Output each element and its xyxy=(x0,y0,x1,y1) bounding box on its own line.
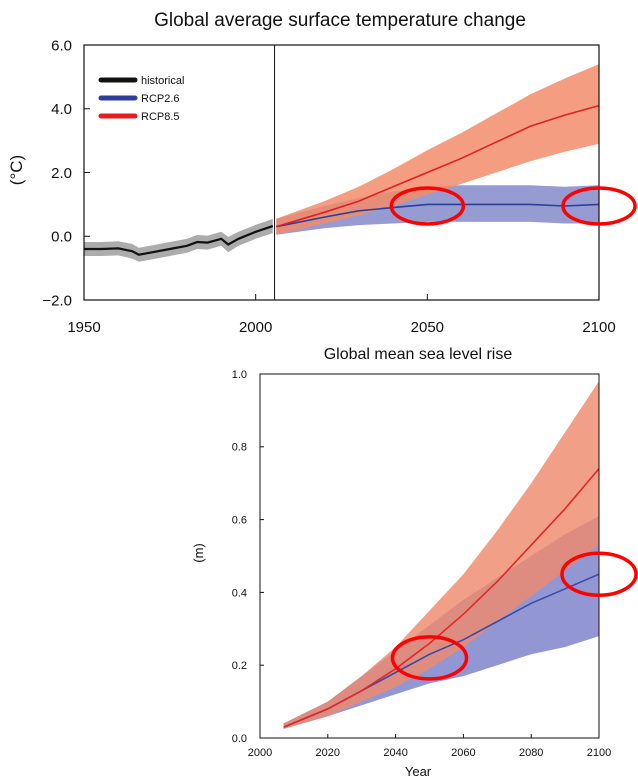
sea-level-x-label: Year xyxy=(405,764,432,779)
highlight-ellipse xyxy=(560,551,638,597)
sea-level-y-label: (m) xyxy=(191,543,206,563)
y-tick-label: 1.0 xyxy=(232,369,247,381)
x-tick-label: 2000 xyxy=(239,319,272,336)
line-series-2 xyxy=(283,468,600,728)
temperature-highlights xyxy=(389,186,637,226)
band-historical xyxy=(84,219,273,262)
sea-level-bands xyxy=(283,381,599,729)
sea-level-highlights xyxy=(390,551,638,681)
y-tick-label: 0.4 xyxy=(232,587,247,599)
legend-label: historical xyxy=(141,75,184,87)
x-tick-label: 2100 xyxy=(582,319,615,336)
temperature-y-ticks: 6.0 4.0 2.0 0.0 −2.0 xyxy=(42,37,90,309)
highlight-ellipse xyxy=(390,635,469,681)
x-tick-label: 1950 xyxy=(67,319,100,336)
temperature-x-ticks: 1950 2000 2050 2100 xyxy=(67,294,616,336)
y-tick-label: 0.0 xyxy=(232,733,247,745)
sea-level-plot-frame xyxy=(259,373,600,739)
y-tick-label: 0.2 xyxy=(232,660,247,672)
y-tick-label: 2.0 xyxy=(51,165,72,182)
y-tick-label: 0.6 xyxy=(232,514,247,526)
y-tick-label: 0.0 xyxy=(51,229,72,246)
highlight-ellipse xyxy=(561,186,637,226)
temperature-y-label: (°C) xyxy=(7,155,26,185)
y-tick-label: 4.0 xyxy=(51,101,72,118)
y-tick-label: 0.8 xyxy=(232,442,247,454)
temperature-legend: historical RCP2.6 RCP8.5 xyxy=(98,75,184,123)
line-rcp2-6 xyxy=(276,203,600,228)
x-tick-label: 2020 xyxy=(316,747,340,759)
y-tick-label: −2.0 xyxy=(42,292,72,309)
temperature-chart-title: Global average surface temperature chang… xyxy=(154,10,526,31)
sea-level-x-ticks: 2000 2020 2040 2060 2080 2100 xyxy=(248,734,611,759)
legend-label: RCP2.6 xyxy=(141,93,180,105)
sea-level-chart: Global mean sea level rise 1.0 0.8 0.6 0.4 0… xyxy=(191,346,638,779)
sea-level-chart-title: Global mean sea level rise xyxy=(324,346,513,363)
legend-label: RCP8.5 xyxy=(141,111,180,123)
x-tick-label: 2100 xyxy=(587,747,611,759)
temperature-lines xyxy=(84,104,600,256)
band-series-2 xyxy=(283,381,599,729)
line-rcp8-5 xyxy=(276,104,600,228)
sea-level-lines xyxy=(283,468,600,728)
x-tick-label: 2050 xyxy=(411,319,444,336)
temperature-chart: Global average surface temperature chang… xyxy=(7,10,637,336)
band-rcp8-5 xyxy=(276,64,599,235)
y-tick-label: 6.0 xyxy=(51,37,72,54)
sea-level-y-ticks: 1.0 0.8 0.6 0.4 0.2 0.0 xyxy=(232,369,264,745)
band-rcp2-6 xyxy=(276,185,599,235)
x-tick-label: 2060 xyxy=(451,747,475,759)
highlight-ellipse xyxy=(389,186,466,226)
x-tick-label: 2080 xyxy=(519,747,543,759)
line-historical xyxy=(84,225,274,256)
x-tick-label: 2040 xyxy=(383,747,407,759)
x-tick-label: 2000 xyxy=(248,747,272,759)
